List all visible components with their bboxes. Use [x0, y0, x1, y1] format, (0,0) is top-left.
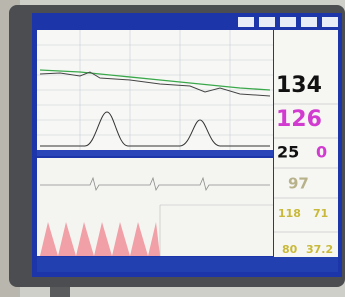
fhr1-value: 134	[276, 73, 322, 98]
pulse-value: 80	[282, 243, 298, 256]
icon	[301, 17, 317, 27]
toco-value: 25	[277, 143, 299, 162]
toco-offset: 0	[316, 143, 327, 162]
icon	[280, 17, 296, 27]
photo: 134 126 25 0 97 118 71 80 37.2	[0, 0, 345, 297]
icon	[238, 17, 254, 27]
trace-panel	[37, 30, 273, 152]
nibp-dia: 71	[313, 207, 328, 220]
fhr2-value: 126	[276, 107, 322, 132]
spo2-value: 97	[288, 175, 309, 193]
status-bar	[37, 257, 338, 272]
toolbar-icons	[238, 17, 338, 27]
temp-value: 37.2	[306, 243, 333, 256]
icon	[259, 17, 275, 27]
icon	[322, 17, 338, 27]
nibp-sys: 118	[278, 207, 301, 220]
divider-bar	[37, 150, 273, 156]
